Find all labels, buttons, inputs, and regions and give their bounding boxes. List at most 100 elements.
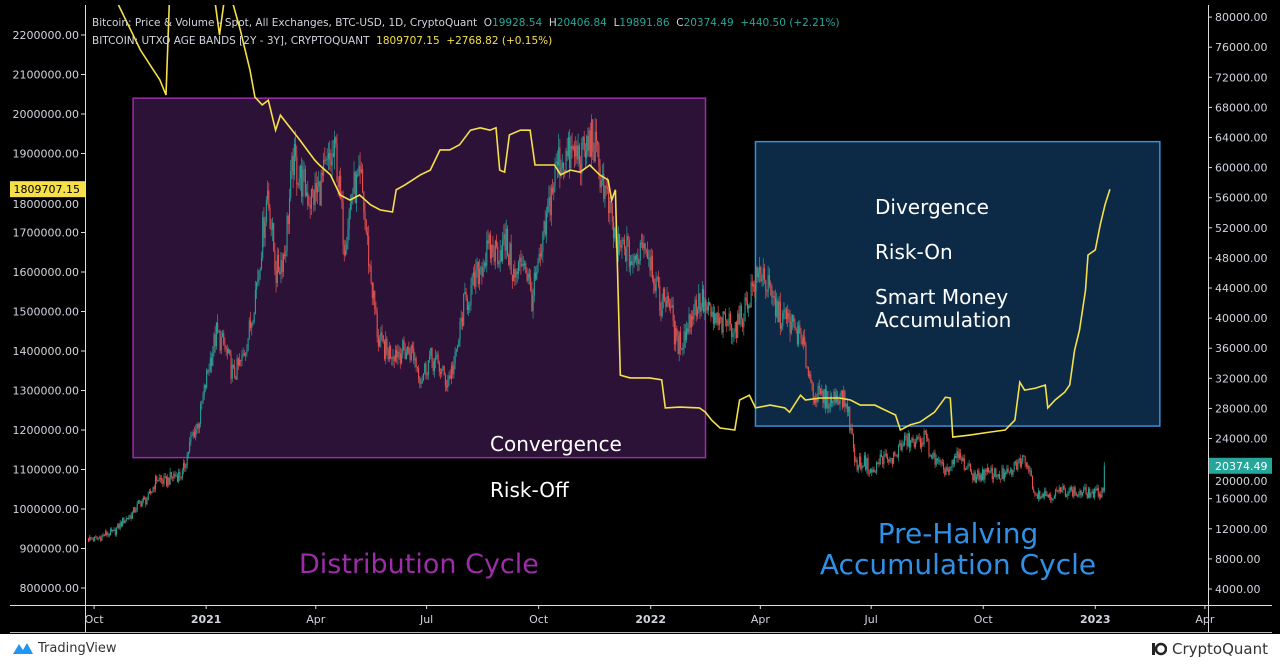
candle	[331, 153, 333, 166]
high-value: 20406.84	[556, 17, 607, 29]
candle	[967, 465, 969, 469]
left-axis-label: 1000000.00	[13, 503, 79, 516]
candle	[273, 222, 275, 251]
candle	[496, 240, 498, 247]
candle	[759, 267, 761, 274]
accumulation-cycle-box	[754, 140, 1161, 427]
candle	[243, 353, 246, 356]
right-axis-label: 16000.00	[1215, 493, 1268, 506]
candle	[1017, 460, 1019, 470]
candle	[1033, 489, 1035, 493]
right-axis[interactable]: 80000.00 76000.00 72000.00 68000.00 64000.00…	[1208, 11, 1272, 596]
candle	[453, 363, 455, 375]
candle	[517, 261, 520, 274]
candle	[678, 332, 680, 355]
candle	[944, 469, 946, 475]
candle	[402, 340, 404, 355]
candle	[642, 242, 644, 249]
candle	[1059, 487, 1062, 492]
candle	[667, 295, 669, 304]
candle	[346, 243, 348, 251]
candle	[413, 348, 415, 361]
candle	[364, 211, 366, 220]
time-axis[interactable]: Oct 2021 Apr Jul Oct 2022 Apr Jul Oct 2023 Apr	[85, 605, 1215, 626]
candle	[925, 432, 928, 438]
candle	[718, 317, 721, 325]
candle	[103, 534, 105, 536]
candle	[290, 170, 292, 199]
candle	[129, 515, 131, 518]
left-axis[interactable]: 2200000.00 2100000.00 2000000.00 1900000.00…	[10, 29, 85, 595]
candle	[459, 321, 461, 340]
candle	[142, 497, 144, 502]
candle	[583, 136, 585, 151]
candle	[330, 160, 332, 166]
candle	[983, 469, 985, 480]
candle	[156, 476, 158, 481]
candle	[152, 487, 154, 492]
cryptoquant-logo[interactable]: CryptoQuant	[1151, 640, 1268, 658]
candle	[725, 313, 727, 321]
candle	[850, 428, 852, 431]
candle	[503, 234, 505, 240]
candle	[119, 522, 121, 529]
candle	[386, 338, 388, 351]
candle	[329, 153, 331, 161]
candle	[374, 290, 376, 309]
candle	[941, 462, 943, 464]
candle	[677, 336, 679, 355]
time-axis-label: Oct	[529, 613, 549, 626]
candle	[653, 278, 655, 285]
candle	[796, 329, 798, 345]
candle	[904, 435, 906, 446]
candle	[193, 432, 196, 438]
candle	[341, 199, 343, 203]
candle	[917, 436, 919, 438]
candle	[1013, 462, 1015, 470]
candle	[938, 460, 940, 462]
candle	[829, 396, 831, 407]
candle	[527, 273, 529, 281]
candle	[757, 273, 759, 278]
candle	[391, 357, 393, 359]
candle	[700, 306, 702, 312]
candle	[515, 271, 517, 278]
candle	[939, 460, 941, 463]
right-axis-label: 44000.00	[1215, 282, 1268, 295]
candle	[735, 321, 738, 339]
candle	[692, 316, 694, 320]
candle	[894, 452, 896, 455]
candle	[558, 147, 560, 166]
candle	[185, 465, 187, 468]
candle	[407, 347, 409, 354]
candle	[542, 232, 544, 252]
candle	[687, 328, 689, 333]
candle	[873, 469, 875, 472]
candle	[275, 270, 277, 283]
candle	[582, 136, 584, 143]
candle	[425, 363, 427, 375]
candle	[468, 305, 470, 311]
candle	[867, 458, 869, 473]
candle	[113, 529, 115, 531]
candle	[952, 459, 954, 465]
candle	[359, 165, 361, 173]
candle	[223, 332, 225, 345]
right-axis-label: 76000.00	[1215, 41, 1268, 54]
time-axis-label: 2021	[191, 613, 222, 626]
candle	[979, 474, 981, 480]
candle	[150, 491, 152, 494]
candle	[821, 391, 823, 394]
candle	[565, 150, 567, 173]
candle	[392, 356, 394, 359]
candle	[358, 165, 360, 176]
candle	[505, 228, 507, 251]
candle	[880, 454, 883, 457]
candle	[662, 288, 664, 300]
candle	[928, 440, 930, 456]
cryptoquant-label: CryptoQuant	[1172, 640, 1268, 658]
tradingview-logo[interactable]: TradingView	[12, 640, 117, 656]
candle	[910, 440, 912, 448]
candle	[623, 239, 626, 249]
